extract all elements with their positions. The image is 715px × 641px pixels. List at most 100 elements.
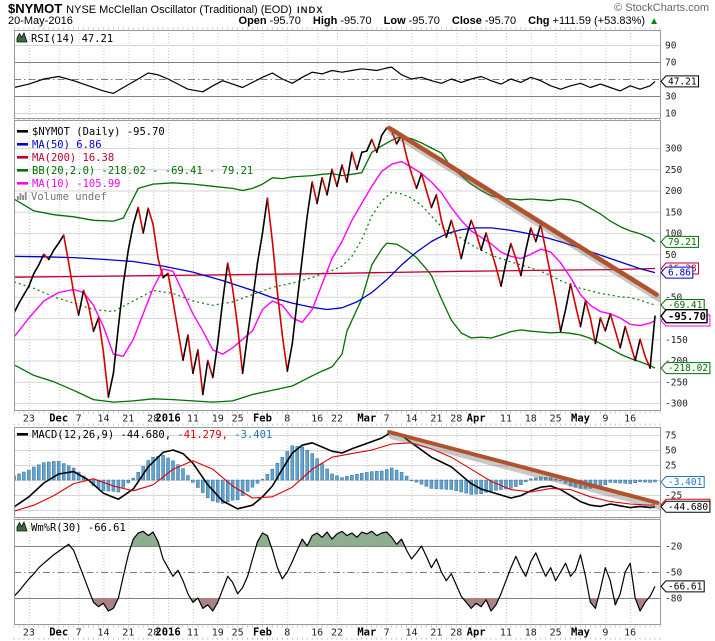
- svg-text:-300: -300: [665, 399, 688, 410]
- svg-text:28: 28: [147, 414, 159, 425]
- svg-text:Dec: Dec: [49, 627, 68, 639]
- svg-text:14: 14: [406, 628, 418, 639]
- svg-text:9: 9: [602, 414, 608, 425]
- svg-text:25: 25: [550, 628, 562, 639]
- svg-text:79.21: 79.21: [668, 237, 697, 248]
- svg-text:8: 8: [284, 414, 290, 425]
- signal-line: [14, 442, 656, 512]
- legend-text: MA(10) -105.99: [32, 178, 121, 190]
- legend-text: Wm%R(30) -66.61: [31, 522, 126, 534]
- svg-text:May: May: [571, 627, 591, 639]
- svg-text:23: 23: [23, 414, 35, 425]
- macd-value-label-box: -3.401: [660, 476, 705, 489]
- legend-swatch: [17, 169, 28, 172]
- indicator-area-icon: [16, 521, 28, 532]
- legend-text: BB(20,2.0) -218.02 - -69.41 - 79.21: [32, 165, 253, 177]
- svg-text:Mar: Mar: [357, 413, 376, 425]
- svg-text:7: 7: [76, 414, 82, 425]
- macd-value-label-box: -44.680: [660, 500, 711, 513]
- svg-text:-50: -50: [665, 292, 682, 303]
- svg-text:28: 28: [450, 628, 462, 639]
- svg-text:-50: -50: [665, 568, 682, 579]
- legend-text: $NYMOT (Daily) -95.70: [32, 126, 165, 138]
- open-value: -95.70: [269, 15, 301, 27]
- svg-text:2016: 2016: [155, 413, 180, 425]
- svg-text:21: 21: [122, 414, 134, 425]
- header-title-row: $NYMOT NYSE McClellan Oscillator (Traditi…: [0, 0, 715, 16]
- svg-text:11: 11: [500, 414, 512, 425]
- svg-text:21: 21: [430, 628, 442, 639]
- svg-text:16: 16: [311, 628, 323, 639]
- svg-text:19: 19: [212, 628, 224, 639]
- macd-border: [14, 427, 661, 518]
- svg-text:16: 16: [624, 628, 636, 639]
- wmr-value-label-box: -66.61: [660, 580, 705, 592]
- minor-tick-row: [13, 625, 661, 628]
- svg-text:19: 19: [212, 414, 224, 425]
- svg-text:14: 14: [97, 628, 109, 639]
- legend-text: Volume undef: [31, 191, 107, 203]
- svg-text:150: 150: [665, 207, 682, 218]
- macd-axis-labels: 75 50 25 -25: [665, 431, 682, 502]
- svg-text:11: 11: [187, 414, 199, 425]
- macd-panel: 755025-25-3.401-41.279-44.680MACD(12,26,…: [14, 427, 711, 518]
- rsi-line: [14, 66, 656, 94]
- low-value: -95.70: [408, 15, 440, 27]
- rsi-panel: 90 70 30 10 47.21 RSI(14) 47.21: [14, 30, 699, 120]
- legend-swatch: [17, 182, 28, 185]
- low-label: Low: [383, 15, 406, 27]
- svg-text:200: 200: [665, 186, 682, 197]
- svg-text:75: 75: [665, 431, 676, 442]
- svg-text:22: 22: [331, 628, 343, 639]
- ma10-line: [14, 160, 656, 357]
- svg-text:-66.61: -66.61: [668, 581, 703, 592]
- svg-text:-80: -80: [665, 594, 682, 605]
- wmr-border: [14, 519, 661, 625]
- svg-text:Feb: Feb: [253, 413, 272, 425]
- volume-bars-icon: [17, 192, 27, 200]
- svg-text:14: 14: [406, 414, 418, 425]
- legend-text: RSI(14) 47.21: [31, 33, 113, 45]
- up-arrow-icon: ▲: [649, 16, 659, 27]
- svg-text:21: 21: [122, 628, 134, 639]
- wmr-overbought-fill: [14, 531, 655, 546]
- svg-text:23: 23: [23, 628, 35, 639]
- svg-text:-20: -20: [665, 542, 682, 553]
- macd-vertical-grid: [28, 427, 632, 517]
- svg-text:25: 25: [665, 461, 676, 472]
- wmr-axis-labels: -20 -50 -80: [665, 542, 682, 605]
- legend-swatch: [17, 156, 28, 159]
- indicator-area-icon: [16, 32, 28, 43]
- main-value-label-box: 6.86: [660, 266, 694, 279]
- bb-lower-band: [14, 242, 656, 403]
- main-trendline: [386, 125, 659, 297]
- rsi-legend: RSI(14) 47.21: [16, 32, 113, 45]
- svg-text:14: 14: [97, 414, 109, 425]
- svg-text:11: 11: [500, 628, 512, 639]
- svg-text:-250: -250: [665, 377, 688, 388]
- svg-text:7: 7: [384, 414, 390, 425]
- svg-text:8: 8: [284, 628, 290, 639]
- legend-swatch: [17, 130, 28, 133]
- svg-text:25: 25: [232, 414, 244, 425]
- minor-tick-row: [13, 118, 661, 121]
- main-value-label-box: -95.70: [660, 308, 708, 324]
- legend-swatch: [17, 143, 28, 146]
- close-value: -95.70: [484, 15, 517, 27]
- svg-text:-200: -200: [665, 356, 688, 367]
- legend-text: MACD(12,26,9) -44.680, -41.279, -3.401: [32, 429, 272, 441]
- svg-text:18: 18: [525, 628, 537, 639]
- bb-upper-band: [14, 135, 656, 243]
- wmr-panel: -20 -50 -80 -66.61 Wm%R(30) -66.61: [14, 519, 705, 625]
- minor-tick-row: [13, 517, 661, 520]
- minor-tick-row: [13, 637, 661, 640]
- svg-text:90: 90: [665, 41, 677, 52]
- chart-date: 20-May-2016: [8, 15, 73, 27]
- wmr-horizontal-grid: [14, 546, 660, 599]
- macd-horizontal-grid: [14, 435, 660, 511]
- svg-text:9: 9: [602, 628, 608, 639]
- macd-line: [14, 431, 656, 510]
- svg-text:-3.401: -3.401: [668, 477, 703, 488]
